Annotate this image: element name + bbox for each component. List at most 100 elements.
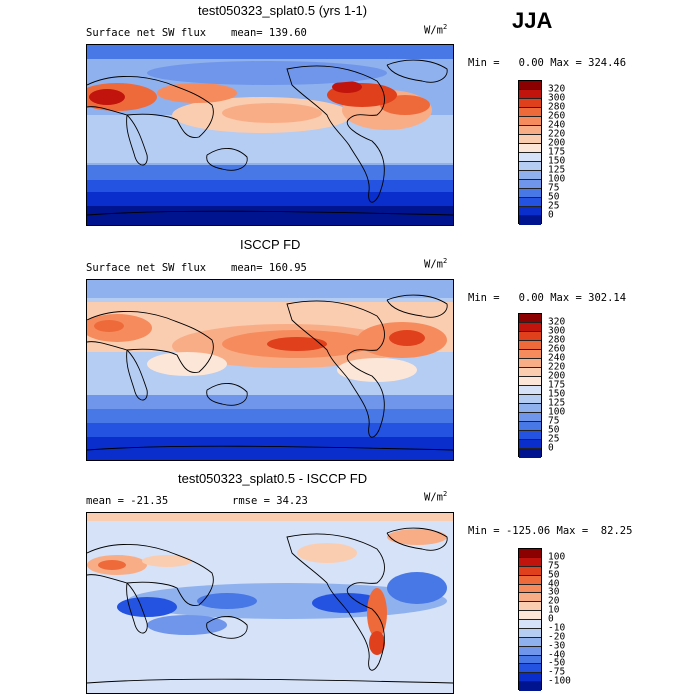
colorbar-swatch [519,153,541,162]
colorbar-tick-label: 50 [548,191,560,203]
colorbar-swatch [519,189,541,198]
colorbar-tick-label: 200 [548,137,566,149]
colorbar-swatch [519,575,541,585]
colorbar-swatch [519,323,541,332]
colorbar-swatch [519,611,541,620]
colorbar-tick-label: 0 [548,442,554,454]
colorbar-tick-label: -10 [548,622,566,634]
colorbar-tick-label: -75 [548,666,566,678]
colorbar-swatch [519,207,541,216]
panel-2-mean-label: mean= 160.95 [231,262,307,274]
panel-3-mean-label: mean = -21.35 [86,495,169,507]
colorbar-tick-label: -20 [548,631,566,643]
colorbar-swatch [519,99,541,108]
colorbar-tick-label: 50 [548,569,560,581]
colorbar-swatch [519,90,541,99]
colorbar-swatch [519,135,541,144]
colorbar-tick-label: 30 [548,586,560,598]
colorbar-tick-label: 150 [548,388,566,400]
colorbar-tick-label: -100 [548,675,571,687]
colorbar-swatch [519,566,541,576]
colorbar-swatch [519,108,541,117]
colorbar-tick-label: 0 [548,209,554,221]
colorbar-swatch [519,198,541,207]
colorbar-swatch [519,332,541,341]
colorbar-tick-label: 125 [548,164,566,176]
panel-3-map [86,512,454,694]
panel-2-colorbar-ticks: 320 300 280 260 240 220 200 175 150 125 100 75 50 25 0 [548,313,588,457]
colorbar-swatch [519,350,541,359]
colorbar-tick-label: 40 [548,578,560,589]
panel-1-colorbar-ticks: 320 300 280 260 240 220 200 175 150 125 100 75 50 25 0 [548,80,588,224]
colorbar-swatch [519,628,541,638]
panel-2-map [86,279,454,461]
colorbar-swatch [519,386,541,395]
colorbar-swatch [519,81,541,90]
colorbar-tick-label: 175 [548,146,566,158]
colorbar-swatch [519,144,541,153]
colorbar-swatch [519,395,541,404]
colorbar-swatch [519,664,541,674]
colorbar-swatch [519,314,541,323]
panel-3-rmse-label: rmse = 34.23 [232,495,308,507]
colorbar-tick-label: -40 [548,649,566,660]
colorbar-tick-label: 320 [548,316,566,328]
panel-3-units: W/m2 [424,490,448,504]
colorbar-swatch [519,584,541,594]
colorbar-tick-label: 240 [548,119,566,131]
colorbar-swatch [519,171,541,180]
colorbar-tick-label: 75 [548,560,560,572]
colorbar-swatch [519,117,541,126]
colorbar-tick-label: 100 [548,406,566,418]
colorbar-tick-label: 25 [548,200,560,212]
colorbar-swatch [519,449,541,458]
colorbar-tick-label: 280 [548,334,566,346]
colorbar-tick-label: 260 [548,110,566,122]
panel-1-units: W/m2 [424,23,448,37]
colorbar-tick-label: 20 [548,595,560,607]
panel-3-colorbar [518,548,542,691]
colorbar-swatch [519,646,541,656]
colorbar-swatch [519,404,541,413]
panel-1-map [86,44,454,226]
colorbar-tick-label: 0 [548,613,554,625]
panel-1-mean-label: mean= 139.60 [231,27,307,39]
colorbar-tick-label: 200 [548,370,566,382]
colorbar-swatch [519,422,541,431]
colorbar-tick-label: 75 [548,182,560,194]
panel-1-title: test050323_splat0.5 (yrs 1-1) [198,3,368,18]
colorbar-swatch [519,549,541,558]
colorbar-tick-label: 25 [548,433,560,445]
colorbar-tick-label: 10 [548,604,560,616]
colorbar-swatch [519,593,541,603]
colorbar-swatch [519,359,541,368]
colorbar-swatch [519,162,541,171]
panel-3-colorbar-ticks: 100 75 50 40 30 20 10 0 -10 -20 -30 -40 -50 -75 -100 [548,548,588,690]
colorbar-tick-label: 260 [548,343,566,355]
panel-3-min-max: Min = -125.06 Max = 82.25 [468,525,633,537]
colorbar-swatch [519,637,541,647]
colorbar-swatch [519,377,541,386]
colorbar-swatch [519,440,541,449]
colorbar-tick-label: 75 [548,415,560,427]
panel-2-field-label: Surface net SW flux [86,262,207,274]
colorbar-tick-label: 125 [548,397,566,409]
panel-1-min-max: Min = 0.00 Max = 324.46 [468,57,627,69]
colorbar-tick-label: 220 [548,361,566,373]
colorbar-tick-label: -50 [548,657,566,669]
colorbar-swatch [519,341,541,350]
colorbar-swatch [519,557,541,567]
panel-2-title: ISCCP FD [240,237,301,252]
colorbar-tick-label: 220 [548,128,566,140]
colorbar-tick-label: 300 [548,325,566,337]
colorbar-tick-label: 240 [548,352,566,364]
colorbar-tick-label: 175 [548,379,566,391]
colorbar-swatch [519,602,541,612]
colorbar-tick-label: 150 [548,155,566,167]
colorbar-swatch [519,180,541,189]
colorbar-swatch [519,413,541,422]
colorbar-swatch [519,431,541,440]
season-label: JJA [512,8,553,33]
colorbar-tick-label: 280 [548,101,566,113]
colorbar-swatch [519,620,541,629]
